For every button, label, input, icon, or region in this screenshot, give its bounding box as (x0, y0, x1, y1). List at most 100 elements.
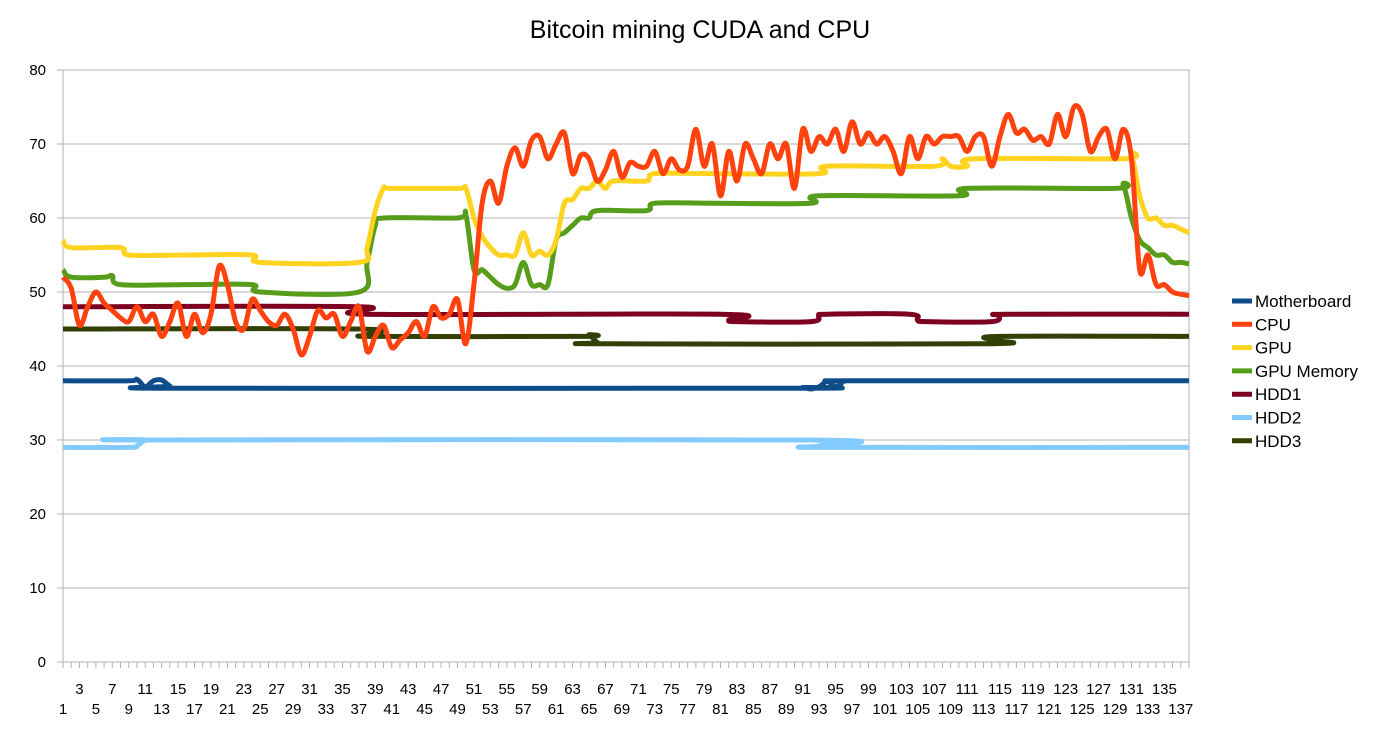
x-tick-label: 17 (186, 701, 203, 718)
x-tick-label: 85 (745, 701, 762, 718)
x-tick-label: 99 (860, 681, 877, 698)
x-tick-label: 53 (482, 701, 499, 718)
x-tick-label: 31 (301, 681, 318, 698)
x-tick-label: 1 (59, 701, 67, 718)
series-line-gpu (60, 150, 1191, 267)
x-tick-label: 23 (235, 681, 252, 698)
x-tick-label: 73 (646, 701, 663, 718)
x-tick-label: 63 (564, 681, 581, 698)
series-line-hdd3 (62, 326, 1190, 347)
x-tick-label: 29 (285, 701, 302, 718)
x-tick-label: 5 (92, 701, 100, 718)
x-tick-label: 15 (170, 681, 187, 698)
y-tick-label: 60 (29, 210, 46, 227)
x-tick-label: 61 (548, 701, 565, 718)
x-tick-label: 13 (153, 701, 170, 718)
x-tick-label: 47 (433, 681, 450, 698)
x-tick-label: 115 (988, 681, 1012, 698)
series-line-motherboard (62, 376, 1190, 392)
x-tick-label: 9 (125, 701, 133, 718)
x-tick-label: 101 (872, 701, 897, 718)
x-tick-label: 93 (811, 701, 828, 718)
x-tick-label: 41 (383, 701, 400, 718)
legend-label-hdd3: HDD3 (1255, 432, 1301, 451)
x-tick-label: 103 (889, 681, 914, 698)
x-tick-label: 97 (844, 701, 861, 718)
x-tick-label: 127 (1086, 681, 1111, 698)
y-tick-label: 10 (29, 580, 46, 597)
x-tick-label: 37 (351, 701, 368, 718)
series-lines (60, 103, 1191, 451)
x-tick-label: 123 (1053, 681, 1078, 698)
x-tick-label: 117 (1004, 701, 1028, 718)
y-tick-labels: 0 10 20 30 40 50 60 70 80 (29, 62, 46, 671)
axes (57, 69, 1190, 668)
x-tick-label: 51 (466, 681, 483, 698)
x-tick-label: 3 (75, 681, 83, 698)
x-tick-label: 69 (614, 701, 631, 718)
x-tick-label: 71 (630, 681, 647, 698)
legend-label-gpu: GPU (1255, 339, 1292, 358)
y-tick-label: 70 (29, 136, 46, 153)
x-tick-label: 111 (956, 681, 979, 698)
x-tick-label: 57 (515, 701, 532, 718)
legend-label-hdd1: HDD1 (1255, 385, 1301, 404)
x-tick-label: 27 (268, 681, 285, 698)
x-tick-label: 55 (498, 681, 515, 698)
x-tick-label: 105 (905, 701, 930, 718)
x-tick-label: 113 (972, 701, 996, 718)
x-tick-label: 137 (1168, 701, 1193, 718)
y-tick-label: 20 (29, 506, 46, 523)
x-tick-label: 43 (400, 681, 417, 698)
legend: Motherboard CPU GPU GPU Memory HDD1 HDD2 HDD3 (1232, 292, 1358, 451)
y-tick-label: 40 (29, 358, 46, 375)
x-tick-label: 81 (712, 701, 729, 718)
legend-label-cpu: CPU (1255, 315, 1291, 334)
x-tick-label: 19 (203, 681, 220, 698)
y-tick-label: 0 (38, 654, 46, 671)
x-tick-label: 91 (794, 681, 811, 698)
x-tick-label: 83 (729, 681, 746, 698)
x-tick-label: 65 (581, 701, 598, 718)
y-tick-label: 80 (29, 62, 46, 79)
x-tick-label: 39 (367, 681, 384, 698)
x-tick-label: 45 (416, 701, 433, 718)
x-tick-labels: 3 7 11 15 19 23 27 31 35 39 43 47 51 55 59 63 67 71 75 79 83… (59, 681, 1193, 718)
series-line-hdd1 (62, 303, 1190, 325)
legend-label-hdd2: HDD2 (1255, 409, 1301, 428)
x-tick-label: 133 (1135, 701, 1160, 718)
x-tick-label: 75 (663, 681, 680, 698)
x-tick-label: 87 (761, 681, 778, 698)
x-tick-label: 79 (696, 681, 713, 698)
x-tick-label: 125 (1070, 701, 1095, 718)
x-tick-label: 35 (334, 681, 351, 698)
series-line-cpu (60, 103, 1190, 358)
x-tick-label: 109 (938, 701, 963, 718)
x-tick-label: 7 (108, 681, 116, 698)
x-tick-label: 129 (1103, 701, 1128, 718)
x-tick-label: 89 (778, 701, 795, 718)
legend-label-motherboard: Motherboard (1255, 292, 1351, 311)
x-tick-label: 121 (1037, 701, 1062, 718)
x-tick-label: 131 (1119, 681, 1144, 698)
x-tick-label: 11 (137, 681, 153, 698)
x-tick-label: 49 (449, 701, 466, 718)
series-line-hdd2 (62, 437, 1190, 451)
y-tick-label: 30 (29, 432, 46, 449)
x-tick-label: 59 (531, 681, 548, 698)
x-tick-label: 21 (219, 701, 236, 718)
x-tick-label: 33 (318, 701, 335, 718)
x-tick-label: 119 (1021, 681, 1045, 698)
x-tick-label: 25 (252, 701, 269, 718)
y-tick-label: 50 (29, 284, 46, 301)
series-line-gpu-memory (61, 180, 1190, 297)
x-tick-label: 107 (922, 681, 947, 698)
x-tick-label: 135 (1152, 681, 1177, 698)
x-tick-label: 77 (679, 701, 696, 718)
legend-label-gpu-memory: GPU Memory (1255, 362, 1358, 381)
chart-title: Bitcoin mining CUDA and CPU (530, 16, 870, 44)
x-tick-label: 67 (597, 681, 614, 698)
x-tick-label: 95 (827, 681, 844, 698)
